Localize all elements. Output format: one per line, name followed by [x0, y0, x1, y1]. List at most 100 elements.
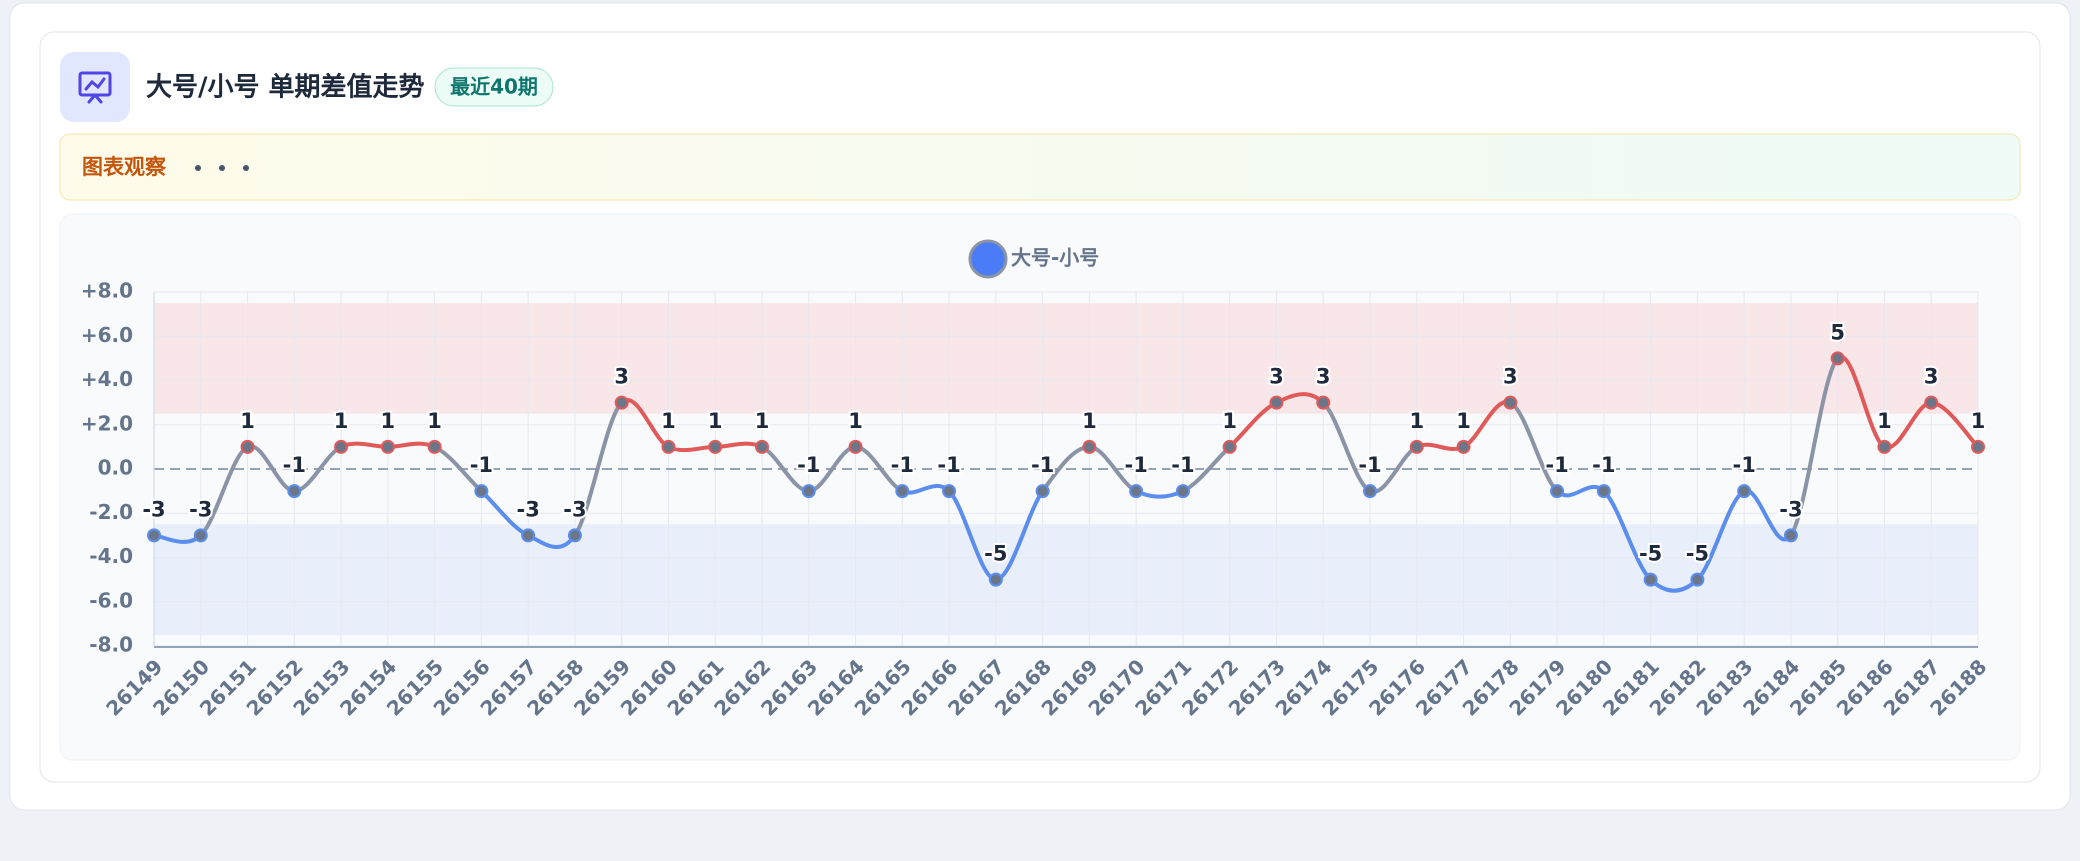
- y-tick-label: -2.0: [89, 500, 133, 524]
- data-label: -3: [1779, 497, 1802, 521]
- data-label: 1: [334, 409, 349, 433]
- y-tick-label: -4.0: [89, 544, 133, 568]
- data-label: 3: [1503, 365, 1518, 389]
- data-point: [1737, 484, 1752, 499]
- data-point: [1783, 528, 1798, 543]
- data-point: [755, 439, 769, 454]
- data-label: -1: [1171, 453, 1194, 477]
- data-label: -1: [1732, 453, 1755, 477]
- data-label: 1: [1409, 409, 1424, 433]
- band: [154, 524, 1978, 635]
- y-tick-label: +8.0: [81, 279, 133, 303]
- observation-label: 图表观察: [82, 155, 167, 179]
- data-point: [1503, 395, 1518, 410]
- data-point: [708, 439, 723, 454]
- data-label: -1: [1592, 453, 1615, 477]
- data-label: 1: [1971, 409, 1986, 433]
- data-point: [1596, 484, 1611, 499]
- data-point: [1316, 395, 1331, 410]
- title: 大号/小号 单期差值走势: [146, 72, 425, 103]
- data-label: 1: [240, 409, 255, 433]
- data-label: -5: [1686, 542, 1709, 566]
- loading-dots: [195, 165, 249, 171]
- legend-label: 大号-小号: [1011, 246, 1099, 270]
- data-label: 3: [1924, 365, 1939, 389]
- y-tick-label: -6.0: [89, 588, 133, 612]
- data-label: 1: [381, 409, 396, 433]
- data-label: -3: [189, 497, 212, 521]
- data-label: 1: [1456, 409, 1471, 433]
- data-label: -1: [283, 453, 306, 477]
- badge-text: 最近40期: [450, 75, 538, 99]
- data-point: [1222, 439, 1237, 454]
- data-point: [1409, 439, 1424, 454]
- data-point: [1175, 484, 1190, 499]
- data-label: 5: [1830, 320, 1845, 344]
- data-label: 3: [1269, 365, 1284, 389]
- data-point: [287, 484, 302, 499]
- data-point: [1830, 351, 1845, 366]
- line-segment: [1788, 356, 1840, 538]
- data-point: [1550, 484, 1565, 499]
- y-tick-label: +6.0: [81, 323, 133, 347]
- data-label: 1: [1222, 409, 1237, 433]
- data-label: -3: [563, 497, 586, 521]
- data-point: [567, 528, 582, 543]
- data-label: -1: [1545, 453, 1568, 477]
- data-point: [334, 439, 349, 454]
- data-label: 1: [1082, 409, 1097, 433]
- data-label: -3: [142, 497, 165, 521]
- y-tick-label: +4.0: [81, 367, 133, 391]
- line-segment: [572, 400, 624, 538]
- badge: [434, 67, 554, 107]
- data-point: [1363, 484, 1377, 499]
- data-label: 1: [427, 409, 442, 433]
- band: [154, 303, 1978, 414]
- data-point: [614, 395, 629, 410]
- data-label: -1: [470, 453, 493, 477]
- data-label: 1: [708, 409, 723, 433]
- chart-icon: [78, 71, 112, 104]
- observation-box: [59, 133, 2021, 201]
- data-point: [1035, 484, 1050, 499]
- legend-swatch: [968, 239, 1008, 279]
- data-label: 1: [755, 409, 770, 433]
- data-point: [1082, 439, 1097, 454]
- data-point: [427, 439, 442, 454]
- data-label: -3: [516, 497, 539, 521]
- data-point: [1877, 439, 1892, 454]
- icon-box: [60, 52, 130, 122]
- data-label: 1: [848, 409, 863, 433]
- data-point: [147, 528, 161, 543]
- data-label: 3: [1316, 365, 1331, 389]
- data-label: -1: [797, 453, 820, 477]
- data-point: [1690, 572, 1705, 587]
- data-point: [240, 439, 255, 454]
- data-point: [380, 439, 395, 454]
- data-point: [801, 484, 816, 499]
- y-tick-label: -8.0: [89, 633, 133, 657]
- data-label: -1: [1124, 453, 1147, 477]
- data-point: [1456, 439, 1471, 454]
- data-point: [521, 528, 536, 543]
- data-point: [1643, 572, 1658, 587]
- data-label: 1: [1877, 409, 1892, 433]
- y-tick-label: 0.0: [98, 456, 133, 480]
- data-point: [942, 484, 957, 499]
- data-label: 1: [661, 409, 676, 433]
- data-label: -1: [937, 453, 960, 477]
- data-point: [1924, 395, 1939, 410]
- data-point: [474, 484, 489, 499]
- data-label: -1: [891, 453, 914, 477]
- data-label: -1: [1031, 453, 1054, 477]
- data-label: -5: [984, 542, 1007, 566]
- data-point: [1129, 484, 1144, 499]
- data-point: [1269, 395, 1284, 410]
- data-point: [661, 439, 676, 454]
- data-point: [193, 528, 208, 543]
- data-label: -5: [1639, 542, 1662, 566]
- data-point: [1971, 439, 1985, 454]
- data-point: [848, 439, 863, 454]
- data-label: 3: [614, 365, 629, 389]
